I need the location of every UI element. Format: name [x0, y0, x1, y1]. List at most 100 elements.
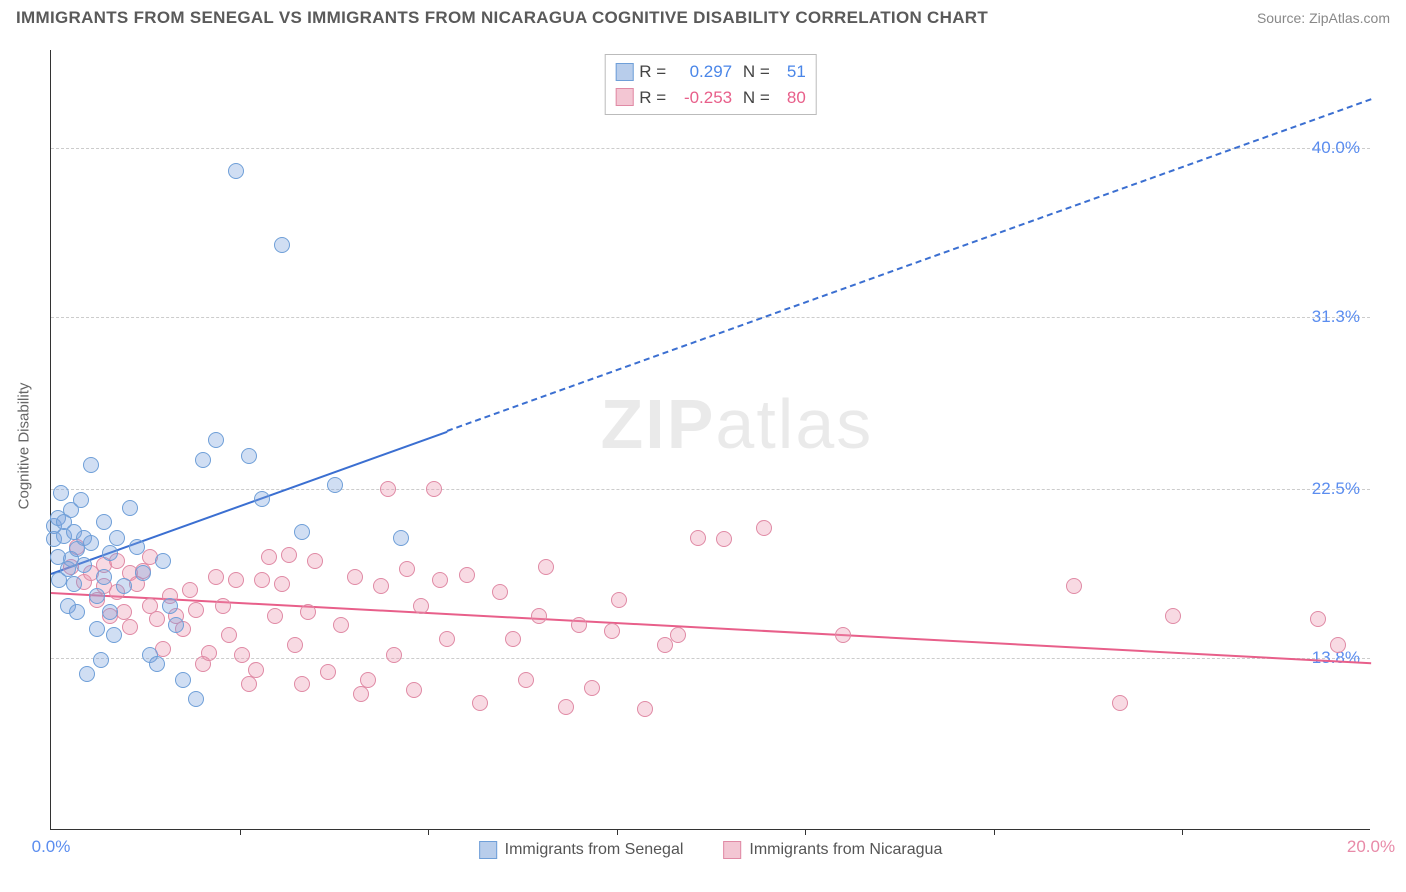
swatch-senegal [615, 63, 633, 81]
data-point-senegal [162, 598, 178, 614]
data-point-nicaragua [1165, 608, 1181, 624]
data-point-nicaragua [538, 559, 554, 575]
legend: Immigrants from Senegal Immigrants from … [479, 841, 943, 859]
legend-swatch-senegal [479, 841, 497, 859]
data-point-nicaragua [294, 676, 310, 692]
data-point-senegal [102, 545, 118, 561]
data-point-nicaragua [228, 572, 244, 588]
legend-item-senegal: Immigrants from Senegal [479, 841, 684, 859]
data-point-senegal [89, 621, 105, 637]
data-point-senegal [96, 569, 112, 585]
data-point-senegal [66, 576, 82, 592]
data-point-nicaragua [531, 608, 547, 624]
watermark: ZIPatlas [600, 384, 873, 464]
data-point-nicaragua [472, 695, 488, 711]
y-tick-label: 31.3% [1312, 307, 1360, 327]
data-point-senegal [83, 535, 99, 551]
data-point-nicaragua [360, 672, 376, 688]
data-point-senegal [122, 500, 138, 516]
data-point-senegal [155, 553, 171, 569]
data-point-nicaragua [518, 672, 534, 688]
data-point-nicaragua [1066, 578, 1082, 594]
gridline [51, 489, 1370, 490]
data-point-senegal [129, 539, 145, 555]
data-point-nicaragua [584, 680, 600, 696]
data-point-nicaragua [756, 520, 772, 536]
x-tick-mark [617, 829, 618, 835]
data-point-nicaragua [300, 604, 316, 620]
data-point-nicaragua [149, 611, 165, 627]
data-point-nicaragua [604, 623, 620, 639]
x-tick-mark [1182, 829, 1183, 835]
gridline [51, 317, 1370, 318]
data-point-nicaragua [234, 647, 250, 663]
y-axis-label: Cognitive Disability [16, 383, 33, 510]
data-point-nicaragua [380, 481, 396, 497]
data-point-nicaragua [611, 592, 627, 608]
data-point-senegal [135, 565, 151, 581]
data-point-senegal [106, 627, 122, 643]
n-value-senegal: 51 [776, 59, 806, 85]
data-point-senegal [294, 524, 310, 540]
r-value-senegal: 0.297 [672, 59, 732, 85]
data-point-nicaragua [353, 686, 369, 702]
legend-label-senegal: Immigrants from Senegal [505, 841, 684, 859]
data-point-senegal [102, 604, 118, 620]
data-point-senegal [116, 578, 132, 594]
data-point-senegal [93, 652, 109, 668]
x-tick-mark [240, 829, 241, 835]
data-point-nicaragua [182, 582, 198, 598]
data-point-nicaragua [835, 627, 851, 643]
data-point-nicaragua [188, 602, 204, 618]
r-value-nicaragua: -0.253 [672, 85, 732, 111]
data-point-nicaragua [413, 598, 429, 614]
data-point-nicaragua [248, 662, 264, 678]
y-tick-label: 22.5% [1312, 479, 1360, 499]
data-point-senegal [76, 557, 92, 573]
data-point-senegal [228, 163, 244, 179]
x-tick-label: 20.0% [1347, 837, 1395, 857]
data-point-nicaragua [399, 561, 415, 577]
data-point-nicaragua [439, 631, 455, 647]
data-point-senegal [274, 237, 290, 253]
x-tick-mark [994, 829, 995, 835]
data-point-nicaragua [274, 576, 290, 592]
legend-label-nicaragua: Immigrants from Nicaragua [749, 841, 942, 859]
chart-title: IMMIGRANTS FROM SENEGAL VS IMMIGRANTS FR… [16, 8, 988, 28]
data-point-nicaragua [347, 569, 363, 585]
data-point-nicaragua [1112, 695, 1128, 711]
data-point-nicaragua [267, 608, 283, 624]
data-point-nicaragua [261, 549, 277, 565]
data-point-nicaragua [690, 530, 706, 546]
data-point-nicaragua [281, 547, 297, 563]
n-value-nicaragua: 80 [776, 85, 806, 111]
data-point-senegal [254, 491, 270, 507]
data-point-senegal [188, 691, 204, 707]
data-point-nicaragua [571, 617, 587, 633]
data-point-nicaragua [637, 701, 653, 717]
data-point-nicaragua [287, 637, 303, 653]
data-point-senegal [195, 452, 211, 468]
data-point-senegal [79, 666, 95, 682]
data-point-nicaragua [716, 531, 732, 547]
data-point-senegal [53, 485, 69, 501]
data-point-senegal [175, 672, 191, 688]
data-point-nicaragua [241, 676, 257, 692]
correlation-stats-box: R = 0.297 N = 51 R = -0.253 N = 80 [604, 54, 817, 115]
data-point-nicaragua [670, 627, 686, 643]
data-point-nicaragua [1310, 611, 1326, 627]
data-point-senegal [168, 617, 184, 633]
stats-row-senegal: R = 0.297 N = 51 [615, 59, 806, 85]
data-point-senegal [149, 656, 165, 672]
trend-line-senegal [447, 99, 1372, 433]
data-point-nicaragua [426, 481, 442, 497]
source-attribution: Source: ZipAtlas.com [1257, 10, 1390, 26]
data-point-senegal [241, 448, 257, 464]
x-tick-mark [805, 829, 806, 835]
data-point-senegal [109, 530, 125, 546]
data-point-nicaragua [221, 627, 237, 643]
data-point-nicaragua [386, 647, 402, 663]
swatch-nicaragua [615, 88, 633, 106]
scatter-chart: ZIPatlas R = 0.297 N = 51 R = -0.253 N =… [50, 50, 1370, 830]
x-tick-mark [428, 829, 429, 835]
